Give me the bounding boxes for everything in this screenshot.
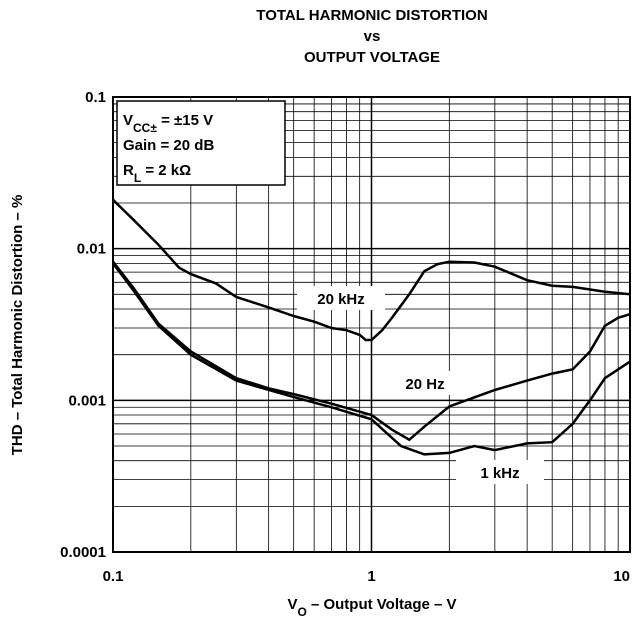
series-label-box [297, 286, 385, 310]
line-series [112, 262, 631, 456]
text-part: = 2 kΩ [141, 162, 191, 179]
text-part: R [123, 162, 134, 179]
subscript: CC± [133, 121, 157, 135]
subscript: O [297, 605, 306, 619]
x-axis-label: VO – Output Voltage – V [287, 596, 456, 619]
series-label-box [456, 460, 544, 484]
series-label: 20 kHz [317, 291, 365, 308]
subscript: L [134, 171, 141, 185]
annotation-line: Gain = 20 dB [123, 137, 214, 154]
y-tick-label: 0.001 [68, 392, 106, 409]
line-series [112, 198, 631, 342]
series-label: 1 kHz [480, 465, 519, 482]
chart-title: vs [364, 28, 381, 45]
x-tick-label: 0.1 [103, 568, 124, 585]
y-tick-label: 0.0001 [60, 544, 106, 561]
annotation-box [116, 100, 286, 186]
text-part: V [287, 596, 297, 613]
text-part: – Output Voltage – V [307, 596, 457, 613]
series-label: 20 Hz [405, 376, 444, 393]
line-series [112, 260, 631, 442]
chart-title: OUTPUT VOLTAGE [304, 49, 440, 66]
chart-title: TOTAL HARMONIC DISTORTION [256, 7, 487, 24]
y-axis-label: THD – Total Harmonic Distortion – % [9, 195, 26, 456]
y-tick-label: 0.1 [85, 89, 106, 106]
plot-frame [112, 96, 631, 553]
text-part: = ±15 V [157, 112, 213, 129]
text-part: Gain = 20 dB [123, 137, 214, 154]
text-part: V [123, 112, 133, 129]
y-tick-label: 0.01 [77, 241, 106, 258]
series-label-box [381, 371, 469, 395]
x-tick-label: 10 [613, 568, 630, 585]
annotation-line: RL = 2 kΩ [123, 162, 191, 185]
x-tick-label: 1 [367, 568, 375, 585]
annotation-line: VCC± = ±15 V [123, 112, 213, 135]
